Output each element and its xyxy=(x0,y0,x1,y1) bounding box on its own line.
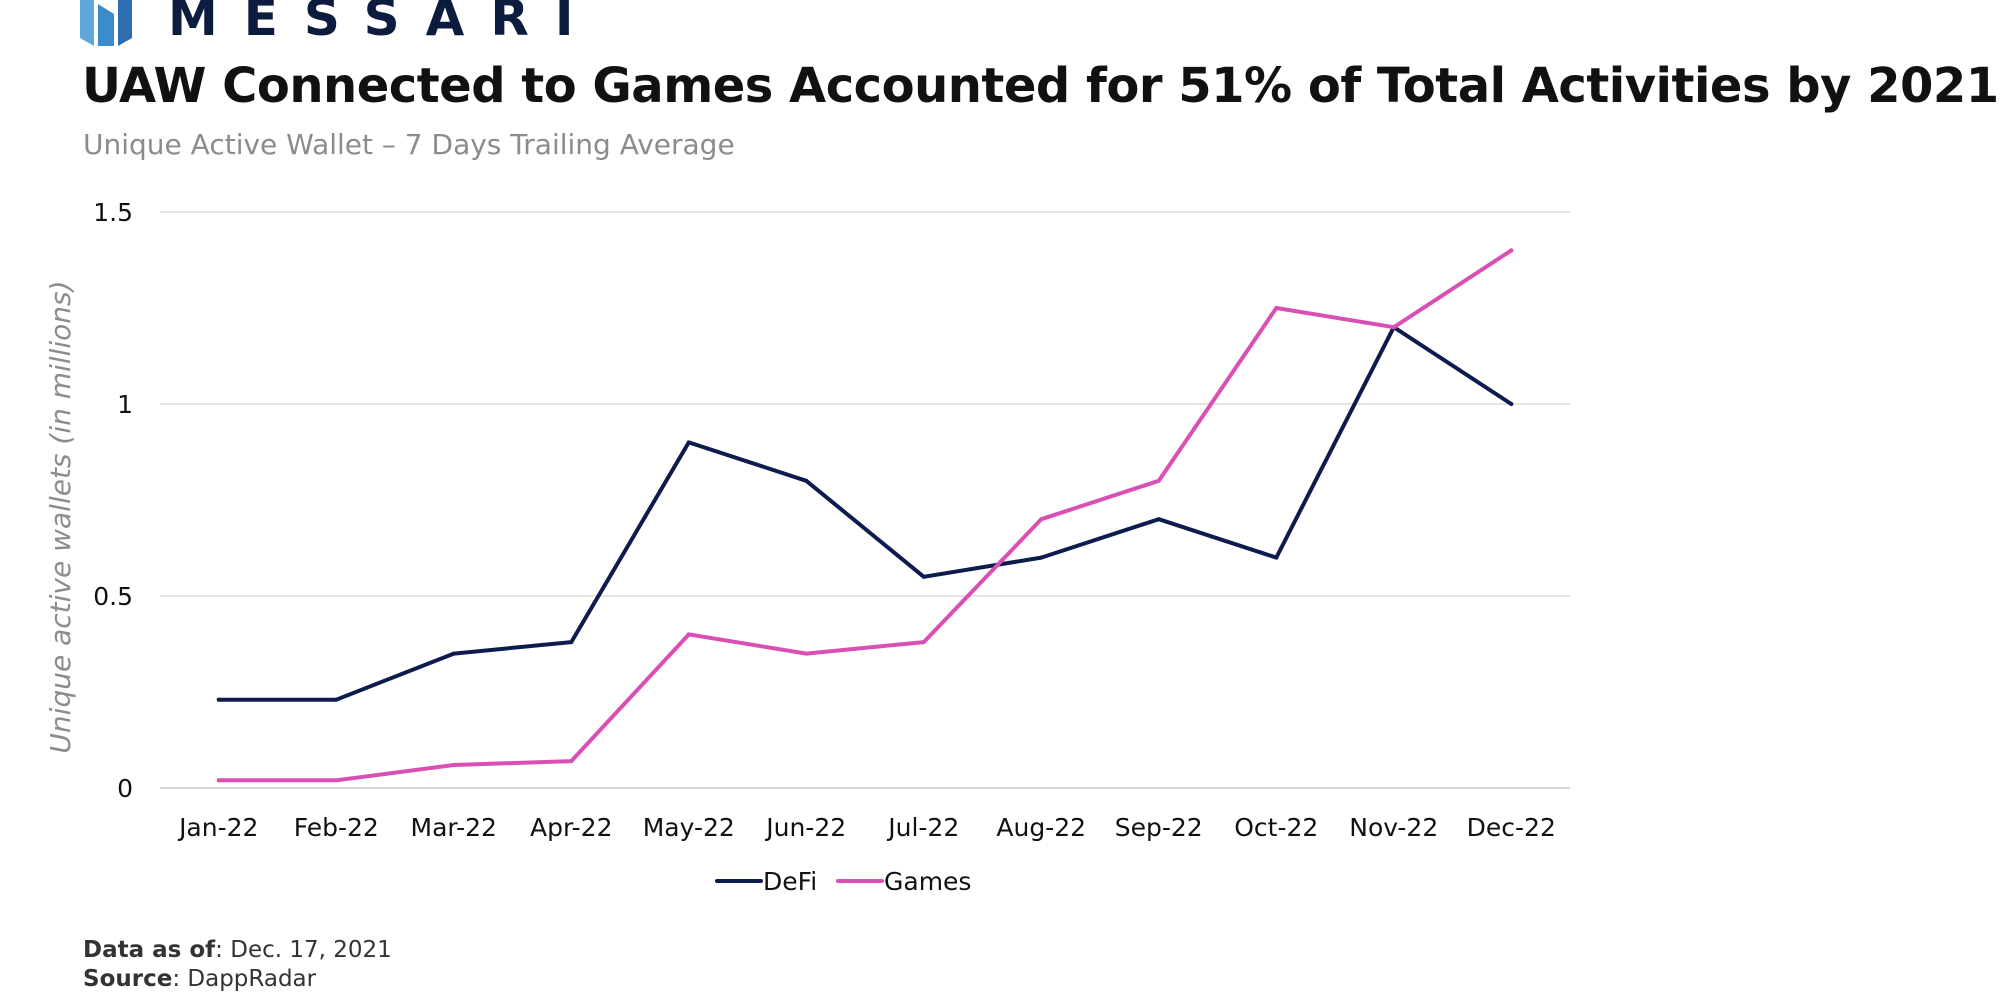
x-tick-label: Aug-22 xyxy=(996,813,1086,842)
x-tick-label: Mar-22 xyxy=(411,813,497,842)
data-point-games xyxy=(804,651,809,656)
data-point-defi xyxy=(334,697,339,702)
y-tick-label: 1.5 xyxy=(93,198,133,227)
y-axis-ticks: 0 0.5 1 1.5 xyxy=(93,198,133,803)
data-point-games xyxy=(334,778,339,783)
x-tick-label: Dec-22 xyxy=(1467,813,1556,842)
data-point-games xyxy=(451,762,456,767)
x-tick-label: Jul-22 xyxy=(886,813,959,842)
y-tick-label: 0.5 xyxy=(93,582,133,611)
data-point-games xyxy=(1156,478,1161,483)
data-point-games xyxy=(686,632,691,637)
x-tick-label: Feb-22 xyxy=(294,813,379,842)
legend-label-games: Games xyxy=(884,867,971,896)
data-point-games xyxy=(569,759,574,764)
x-tick-label: Sep-22 xyxy=(1115,813,1203,842)
source-value: : DappRadar xyxy=(172,966,317,992)
data-as-of-label: Data as of xyxy=(83,937,216,963)
y-tick-label: 1 xyxy=(117,390,133,419)
data-point-games xyxy=(1391,325,1396,330)
x-tick-label: Jun-22 xyxy=(764,813,846,842)
y-tick-label: 0 xyxy=(117,774,133,803)
x-tick-label: May-22 xyxy=(643,813,735,842)
x-tick-label: Oct-22 xyxy=(1234,813,1318,842)
data-as-of-note: Data as of: Dec. 17, 2021 xyxy=(83,936,392,965)
source-note: Source: DappRadar xyxy=(83,965,392,994)
data-point-games xyxy=(1274,306,1279,310)
data-point-defi xyxy=(921,574,926,579)
gridlines xyxy=(160,211,1570,789)
brand-name: MESSARI xyxy=(168,0,600,47)
messari-logo: MESSARI xyxy=(80,0,600,46)
x-tick-label: Apr-22 xyxy=(530,813,612,842)
data-point-games xyxy=(921,640,926,645)
line-chart: 00.511.5 Jan-22 Feb-22 Mar-22 Apr-22 May-22 J… xyxy=(44,198,1570,896)
data-point-defi xyxy=(1509,402,1514,406)
chart-title: UAW Connected to Games Accounted for 51%… xyxy=(82,58,1999,114)
data-point-defi xyxy=(451,651,456,656)
data-point-defi xyxy=(1156,517,1161,522)
data-point-games xyxy=(1039,517,1044,522)
logo-bar-left xyxy=(80,0,94,46)
x-tick-label: Nov-22 xyxy=(1349,813,1438,842)
data-point-games xyxy=(216,778,221,783)
data-point-defi xyxy=(804,478,809,483)
chart-subtitle: Unique Active Wallet – 7 Days Trailing A… xyxy=(83,128,735,161)
x-axis-ticks: Jan-22 Feb-22 Mar-22 Apr-22 May-22 Jun-22 Jul-… xyxy=(177,813,1556,842)
x-tick-label: Jan-22 xyxy=(177,813,258,842)
data-point-defi xyxy=(1274,555,1279,560)
y-axis-title: Unique active wallets (in millions) xyxy=(44,280,77,753)
data-point-defi xyxy=(1039,555,1044,560)
logo-bar-middle xyxy=(98,4,114,46)
messari-logo-icon xyxy=(80,0,132,46)
data-point-defi xyxy=(216,697,221,702)
data-as-of-value: : Dec. 17, 2021 xyxy=(215,937,392,963)
source-label: Source xyxy=(83,966,173,992)
data-point-defi xyxy=(686,440,691,445)
logo-bar-right xyxy=(118,0,132,46)
series-lines xyxy=(216,248,1514,783)
data-point-defi xyxy=(569,640,574,645)
data-point-games xyxy=(1509,248,1514,253)
legend-label-defi: DeFi xyxy=(763,867,817,896)
footer-notes: Data as of: Dec. 17, 2021 Source: DappRa… xyxy=(83,936,392,994)
series-line-defi xyxy=(216,325,1514,702)
series-line-games xyxy=(216,248,1514,783)
legend: DeFi Games xyxy=(715,867,971,896)
